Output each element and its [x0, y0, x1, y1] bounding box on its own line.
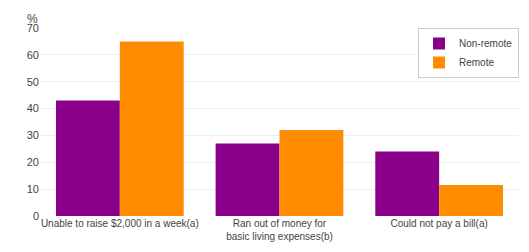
svg-text:0: 0 — [33, 210, 39, 222]
svg-text:Non-remote: Non-remote — [459, 38, 512, 49]
svg-text:Unable to raise $2,000 in a we: Unable to raise $2,000 in a week(a) — [41, 218, 199, 229]
svg-text:Ran out of money forbasic livi: Ran out of money forbasic living expense… — [226, 218, 333, 242]
svg-text:10: 10 — [27, 183, 39, 195]
svg-text:70: 70 — [27, 22, 39, 34]
svg-text:Could not pay a bill(a): Could not pay a bill(a) — [391, 218, 488, 229]
svg-text:Remote: Remote — [459, 57, 494, 68]
svg-text:40: 40 — [27, 102, 39, 114]
svg-text:%: % — [27, 12, 38, 26]
svg-text:50: 50 — [27, 76, 39, 88]
svg-text:30: 30 — [27, 129, 39, 141]
svg-text:60: 60 — [27, 49, 39, 61]
svg-text:20: 20 — [27, 156, 39, 168]
